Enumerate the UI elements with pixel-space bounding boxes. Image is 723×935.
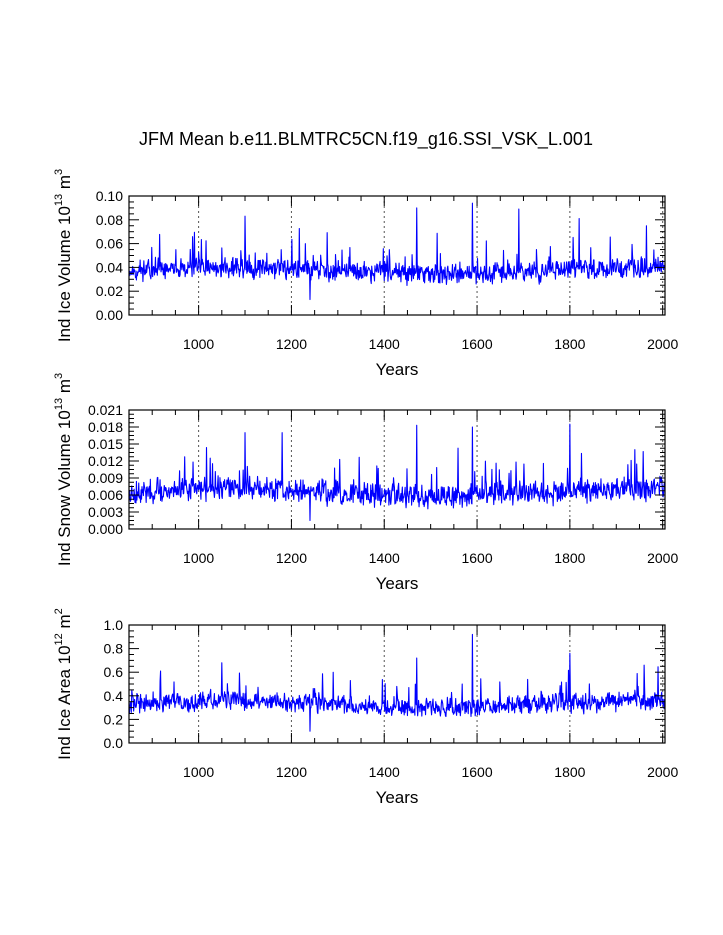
x-tick-label: 1000 [183,336,214,352]
x-axis-label: Years [376,574,419,593]
y-tick-label: 0.08 [96,212,123,228]
x-tick-label: 1800 [554,550,585,566]
y-axis-label: Ind Ice Area 1012 m2 [53,608,74,760]
y-tick-label: 0.02 [96,283,123,299]
y-tick-label: 0.6 [104,664,124,680]
plot-frame [128,195,666,316]
x-tick-label: 2000 [647,550,678,566]
y-tick-label: 0.021 [88,402,123,418]
x-tick-label: 1800 [554,336,585,352]
plot-frame [128,409,666,530]
y-tick-label: 1.0 [104,617,124,633]
x-tick-label: 2000 [647,764,678,780]
x-tick-label: 1400 [369,550,400,566]
y-axis-label: Ind Ice Volume 1013 m3 [53,169,74,342]
x-tick-label: 1000 [183,764,214,780]
figure-title: JFM Mean b.e11.BLMTRC5CN.f19_g16.SSI_VSK… [139,129,593,150]
snow-volume-series-line [128,423,666,522]
y-tick-label: 0.012 [88,453,123,469]
x-tick-label: 1200 [276,550,307,566]
y-tick-label: 0.000 [88,521,123,537]
y-tick-label: 0.04 [96,259,123,275]
y-tick-label: 0.2 [104,711,124,727]
x-tick-label: 1600 [461,550,492,566]
ice-volume-series-line [128,202,666,301]
x-tick-label: 1400 [369,336,400,352]
snow-volume-panel: 1000 1200 1400 1600 1800 20000.0000.0030.0060… [53,373,678,593]
ice-area-series-line [128,633,666,732]
y-tick-label: 0.0 [104,735,124,751]
y-tick-label: 0.003 [88,504,123,520]
y-tick-label: 0.006 [88,487,123,503]
y-tick-label: 0.015 [88,436,123,452]
x-tick-label: 1000 [183,550,214,566]
y-tick-label: 0.00 [96,307,123,323]
x-tick-label: 1600 [461,764,492,780]
x-tick-label: 1800 [554,764,585,780]
x-tick-label: 1400 [369,764,400,780]
y-tick-label: 0.4 [104,688,124,704]
x-tick-label: 2000 [647,336,678,352]
x-tick-label: 1200 [276,764,307,780]
x-axis-label: Years [376,360,419,379]
x-axis-label: Years [376,788,419,807]
ice-volume-panel: 1000 1200 1400 1600 1800 2000 0.00 0.02 0.04 0.06… [53,169,678,379]
y-tick-label: 0.018 [88,419,123,435]
y-tick-label: 0.10 [96,188,123,204]
y-tick-label: 0.009 [88,470,123,486]
y-tick-label: 0.8 [104,641,124,657]
x-tick-label: 1200 [276,336,307,352]
ice-area-panel: 1000 1200 1400 1600 1800 2000 0.0 0.2 0.4 0.6 0.8 1… [53,608,678,807]
y-tick-label: 0.06 [96,236,123,252]
x-tick-label: 1600 [461,336,492,352]
y-axis-label: Ind Snow Volume 1013 m3 [53,373,74,566]
plot-frame [128,624,666,744]
